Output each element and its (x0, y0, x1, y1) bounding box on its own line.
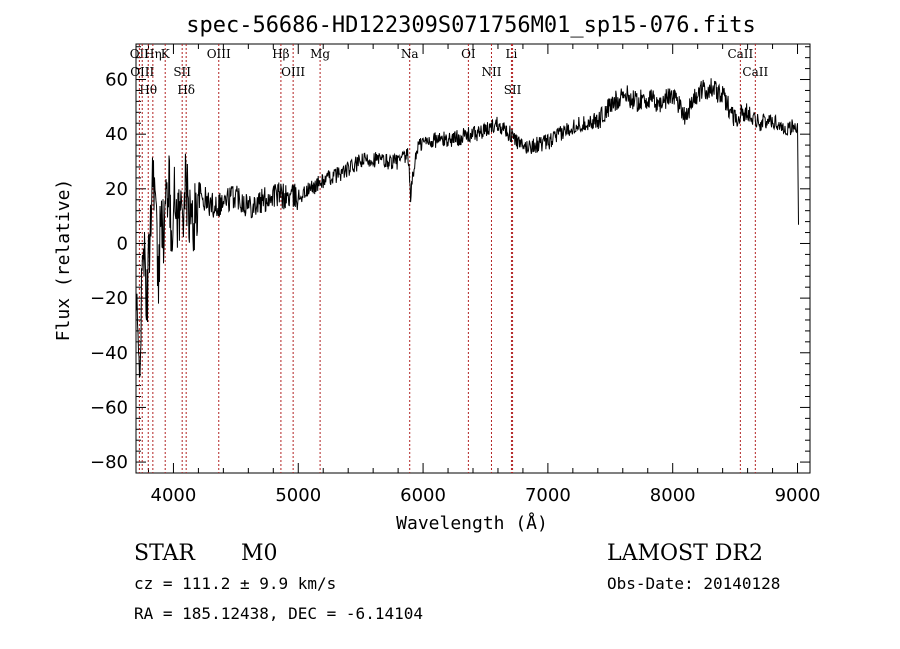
line-marker-label: Mg (310, 47, 330, 61)
line-marker-label: NII (481, 65, 501, 79)
y-tick-label: 40 (105, 124, 128, 145)
coordinates: RA = 185.12438, DEC = -6.14104 (134, 604, 423, 623)
line-marker-label: CaII (742, 65, 768, 79)
line-marker-label: OIII (130, 65, 154, 79)
x-tick-label: 9000 (775, 485, 821, 506)
survey-name: LAMOST DR2 (607, 541, 763, 566)
line-marker-label: CaII (727, 47, 753, 61)
axis-ticks: 4000 5000 6000 7000 8000 9000 −80 −60 −40 −20 0 20 4… (90, 44, 820, 506)
line-marker-label: OIII (281, 65, 305, 79)
line-marker-label: K (161, 47, 171, 61)
x-tick-label: 7000 (525, 485, 571, 506)
line-marker-label: SII (504, 83, 522, 97)
chart-title: spec-56686-HD122309S071756M01_sp15-076.f… (186, 13, 756, 38)
spectrum-line (136, 78, 799, 376)
y-tick-label: −80 (90, 452, 128, 473)
x-tick-label: 8000 (650, 485, 696, 506)
spectrum-series (136, 78, 799, 376)
y-tick-label: −60 (90, 397, 128, 418)
line-marker-label: OIII (207, 47, 231, 61)
y-tick-label: −20 (90, 288, 128, 309)
x-axis-label: Wavelength (Å) (396, 512, 548, 534)
x-tick-label: 6000 (400, 485, 446, 506)
line-marker-label: OI (461, 47, 476, 61)
y-tick-label: 20 (105, 179, 128, 200)
y-axis-label: Flux (relative) (53, 179, 74, 342)
x-tick-label: 4000 (151, 485, 197, 506)
y-tick-label: 0 (117, 233, 128, 254)
line-marker-label: Hδ (177, 83, 195, 97)
y-tick-label: 60 (105, 70, 128, 91)
object-class: STAR (134, 541, 196, 566)
line-marker-label: Li (506, 47, 518, 61)
line-marker-label: Hη (144, 47, 162, 61)
plot-frame (136, 44, 810, 473)
line-marker-label: SII (173, 65, 191, 79)
x-tick-label: 5000 (275, 485, 321, 506)
observation-date: Obs-Date: 20140128 (607, 574, 780, 593)
y-tick-label: −40 (90, 343, 128, 364)
line-marker-label: Na (401, 47, 419, 61)
line-marker-label: Hβ (272, 47, 289, 61)
redshift-velocity: cz = 111.2 ± 9.9 km/s (134, 574, 336, 593)
object-subclass: M0 (241, 541, 278, 566)
